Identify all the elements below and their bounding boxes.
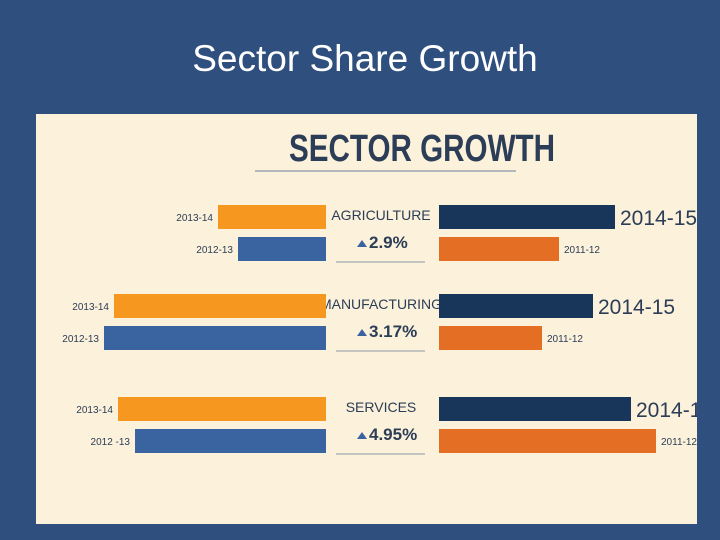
sector-growth-chart: SECTOR GROWTH AGRICULTURE 2.9% 2013-14 2012…: [62, 128, 697, 455]
bar-label-right-services-0: 2014-15: [636, 399, 697, 422]
chart-panel: SECTOR GROWTH AGRICULTURE 2.9% 2013-14 2012…: [36, 114, 697, 524]
bar-label-left-services-0: 2013-14: [76, 405, 113, 416]
sector-name-manufacturing: MANUFACTURING: [320, 296, 442, 312]
bar-left-manufacturing-1: [104, 326, 326, 350]
bar-label-left-manufacturing-1: 2012-13: [62, 334, 99, 345]
bar-label-right-agriculture-1: 2011-12: [564, 245, 600, 256]
bar-label-right-agriculture-0: 2014-15: [620, 207, 697, 230]
bar-right-services-1: [439, 429, 656, 453]
bar-label-left-manufacturing-0: 2013-14: [72, 302, 109, 313]
bar-label-left-agriculture-0: 2013-14: [176, 213, 213, 224]
bar-right-manufacturing-0: [439, 294, 593, 318]
bar-right-agriculture-1: [439, 237, 559, 261]
growth-up-triangle-icon: [357, 432, 367, 439]
growth-up-triangle-icon: [357, 329, 367, 336]
bar-left-services-1: [135, 429, 326, 453]
bar-left-agriculture-1: [238, 237, 326, 261]
growth-value-services: 4.95%: [369, 425, 417, 444]
growth-value-manufacturing: 3.17%: [369, 322, 417, 341]
sector-name-services: SERVICES: [346, 399, 417, 415]
slide-title: Sector Share Growth: [192, 38, 538, 79]
chart-title: SECTOR GROWTH: [289, 128, 555, 170]
sector-name-agriculture: AGRICULTURE: [331, 207, 430, 223]
bar-left-manufacturing-0: [114, 294, 326, 318]
growth-value-agriculture: 2.9%: [369, 233, 408, 252]
bar-left-services-0: [118, 397, 326, 421]
bar-right-agriculture-0: [439, 205, 615, 229]
bar-label-left-agriculture-1: 2012-13: [196, 245, 233, 256]
growth-up-triangle-icon: [357, 240, 367, 247]
bar-right-manufacturing-1: [439, 326, 542, 350]
bar-label-right-services-1: 2011-12: [661, 437, 697, 448]
bar-label-left-services-1: 2012 -13: [91, 437, 131, 448]
bar-right-services-0: [439, 397, 631, 421]
bar-label-right-manufacturing-0: 2014-15: [598, 296, 675, 319]
bar-label-right-manufacturing-1: 2011-12: [547, 334, 583, 345]
bar-left-agriculture-0: [218, 205, 326, 229]
